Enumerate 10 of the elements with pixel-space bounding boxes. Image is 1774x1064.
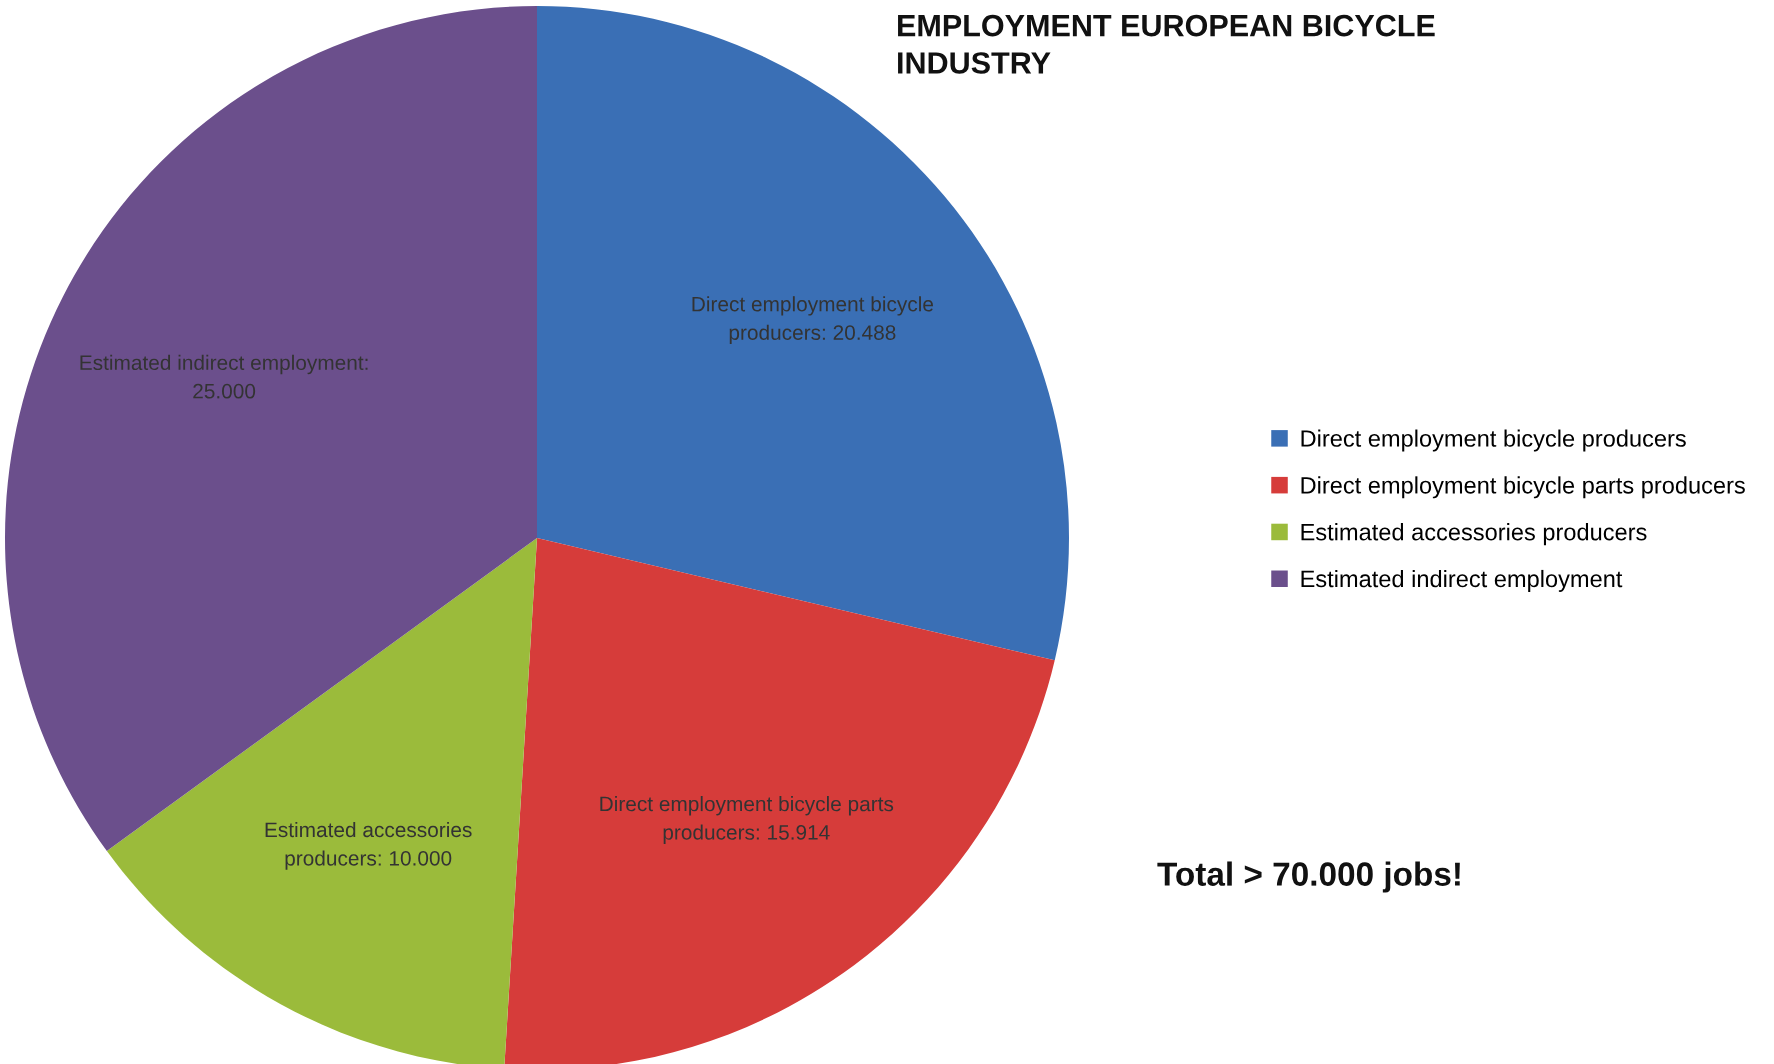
data-label: Estimated accessories producers: 10.000 [265,821,472,870]
legend-label: Direct employment bicycle producers [1301,429,1686,452]
legend-label: Estimated indirect employment [1301,569,1623,592]
text: Total > 70.000 jobs! [1157,861,1460,893]
text: EMPLOYMENT EUROPEAN BICYCLE INDUSTRY [898,14,1435,74]
data-label: Estimated indirect employment: 25.000 [80,354,368,399]
legend-label: Direct employment bicycle parts producers [1301,476,1745,499]
legend-label: Estimated accessories producers [1301,523,1647,546]
data-label: Direct employment bicycle parts producers: 15.914 [600,795,894,844]
data-label: Direct employment bicycle producers: 20.488 [692,296,933,345]
